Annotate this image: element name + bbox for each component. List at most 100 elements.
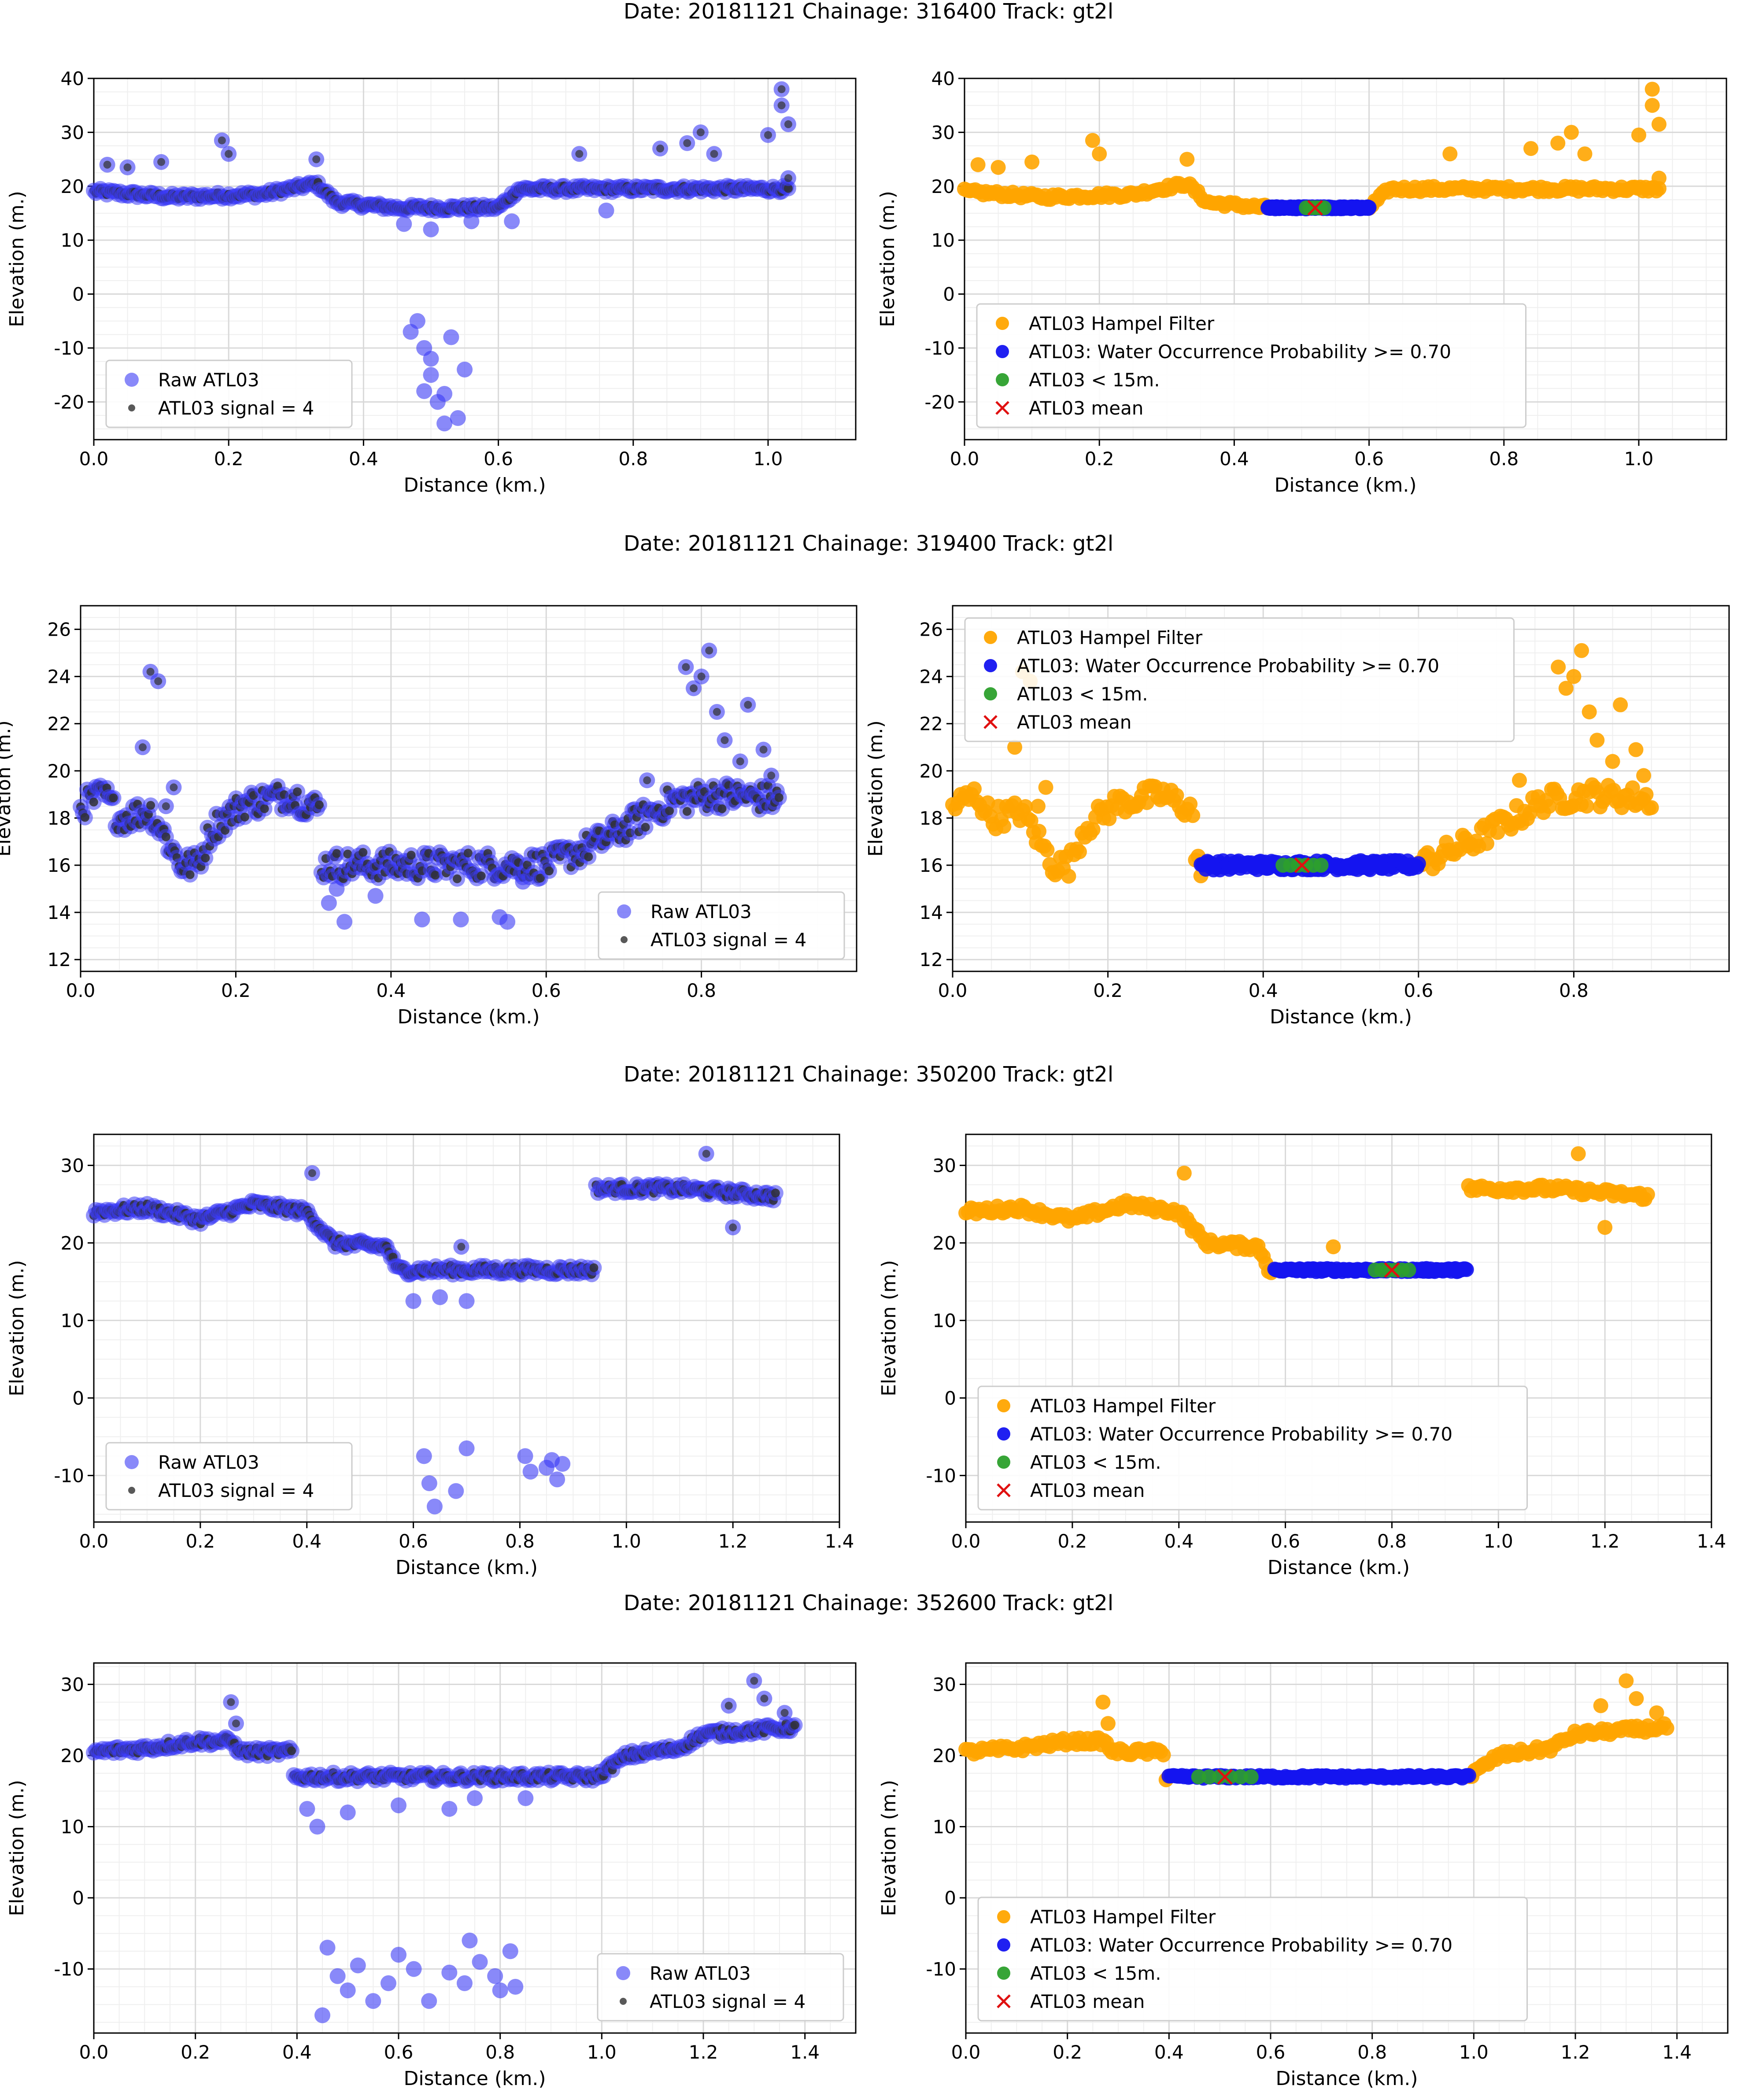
raw-point [504, 213, 520, 230]
signal-point [358, 848, 368, 857]
chart-row: Date: 20181121 Chainage: 319400 Track: g… [0, 531, 1730, 1028]
hampel-point [1085, 822, 1101, 837]
x-tick-label: 1.0 [612, 1530, 641, 1552]
signal-point [123, 163, 132, 171]
x-tick-label: 0.0 [66, 980, 96, 1001]
legend-marker [616, 1966, 630, 1980]
signal-point [138, 743, 147, 752]
signal-point [89, 797, 98, 807]
x-tick-label: 0.6 [1354, 448, 1384, 470]
x-tick-label: 0.2 [1085, 448, 1114, 470]
y-tick-label: 30 [933, 1155, 956, 1176]
signal-point [154, 677, 163, 685]
signal-point [697, 672, 706, 681]
y-axis-label: Elevation (m.) [6, 191, 28, 327]
x-tick-label: 0.4 [1154, 2041, 1184, 2063]
hampel-point [1169, 788, 1184, 803]
hampel-point [1582, 704, 1597, 719]
legend-entry: ATL03 signal = 4 [650, 1991, 806, 2012]
hampel-point [1644, 800, 1659, 815]
hampel-point [1571, 1146, 1586, 1161]
signal-point [683, 807, 692, 816]
y-tick-label: 30 [931, 122, 955, 143]
y-axis-label: Elevation (m.) [0, 720, 15, 857]
y-tick-label: 30 [61, 1155, 84, 1176]
y-tick-label: 30 [61, 1674, 84, 1695]
x-tick-label: 0.2 [185, 1530, 215, 1552]
hampel-point [1645, 81, 1660, 97]
legend-frame [598, 891, 845, 960]
legend-entry: ATL03 mean [1029, 397, 1143, 419]
legend: Raw ATL03 ATL03 signal = 4 [598, 891, 845, 960]
signal-point [584, 852, 593, 862]
legend-entry: Raw ATL03 [650, 1963, 751, 1984]
signal-point [713, 707, 721, 716]
y-tick-label: -20 [54, 391, 84, 413]
signal-point [343, 849, 352, 859]
y-tick-label: -10 [924, 337, 955, 359]
y-tick-label: 40 [61, 68, 84, 89]
raw-point [391, 1947, 407, 1963]
hampel-point [1039, 842, 1055, 858]
signal-point [240, 812, 249, 822]
hampel-point [1645, 98, 1660, 113]
hampel-point [1640, 1187, 1655, 1202]
x-tick-label: 0.6 [1271, 1530, 1300, 1552]
legend-entry: ATL03 < 15m. [1029, 369, 1160, 391]
raw-point [314, 2007, 330, 2023]
legend-entry: ATL03: Water Occurrence Probability >= 0… [1030, 1934, 1452, 1956]
x-tick-label: 1.0 [1459, 2041, 1489, 2063]
hampel-point [1574, 643, 1589, 658]
hampel-point [1597, 1220, 1613, 1235]
legend-marker [997, 1910, 1010, 1923]
hampel-point [1183, 796, 1198, 812]
water-point [1461, 1768, 1476, 1783]
x-axis-label: Distance (km.) [1274, 474, 1416, 496]
legend-entry: Raw ATL03 [158, 1452, 259, 1473]
hampel-point [1095, 1694, 1111, 1710]
y-tick-label: 0 [944, 1387, 956, 1409]
legend-frame [976, 303, 1526, 428]
right-points [958, 1146, 1655, 1280]
right-panel: 0.0 0.2 0.4 0.6 0.8 26 24 22 20 18 16 14 12 Distance … [865, 605, 1730, 1028]
signal-point [201, 853, 210, 863]
y-tick-label: 30 [933, 1674, 956, 1695]
hampel-point [1651, 170, 1667, 186]
hampel-point [1659, 1720, 1674, 1736]
hampel-point [1326, 1239, 1341, 1255]
hampel-point [967, 781, 982, 796]
x-tick-label: 0.2 [214, 448, 244, 470]
signal-point [162, 802, 170, 811]
legend-marker [125, 1455, 139, 1469]
hampel-point [1605, 754, 1620, 769]
y-axis-label: Elevation (m.) [6, 1260, 28, 1396]
legend-marker [617, 904, 631, 919]
legend-entry: ATL03 Hampel Filter [1029, 313, 1215, 334]
legend-marker [997, 1967, 1010, 1980]
hampel-point [1651, 181, 1667, 196]
raw-point [549, 1471, 565, 1488]
y-tick-label: 20 [920, 760, 943, 782]
lt15-point [1316, 200, 1332, 215]
right-points [958, 1673, 1674, 1788]
signal-point [774, 793, 783, 802]
legend: Raw ATL03 ATL03 signal = 4 [105, 1442, 353, 1511]
hampel-point [1628, 742, 1644, 757]
y-tick-label: 10 [61, 1816, 84, 1838]
x-tick-label: 0.2 [1053, 2041, 1082, 2063]
y-axis-label: Elevation (m.) [865, 720, 887, 857]
raw-point [441, 1801, 458, 1817]
raw-point [350, 1957, 366, 1974]
raw-point [365, 1993, 381, 2009]
x-tick-label: 0.6 [384, 2041, 414, 2063]
chart-row: Date: 20181121 Chainage: 316400 Track: g… [6, 0, 1727, 496]
signal-point [218, 136, 226, 144]
legend-marker [125, 373, 139, 387]
raw-point [421, 1475, 437, 1491]
signal-point [777, 85, 786, 93]
hampel-point [1638, 787, 1654, 802]
legend-marker [996, 317, 1009, 330]
hampel-point [1593, 1698, 1608, 1713]
raw-point [367, 888, 384, 904]
legend-entry: ATL03: Water Occurrence Probability >= 0… [1017, 655, 1439, 677]
